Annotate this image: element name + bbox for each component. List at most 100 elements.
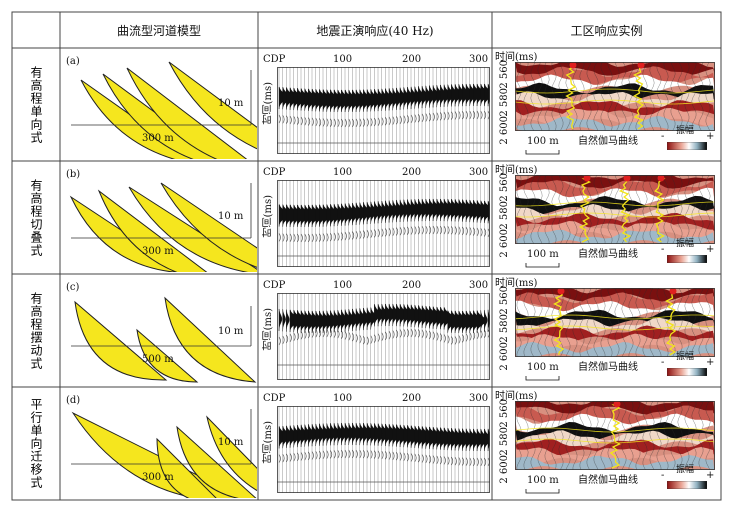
scale-bar-line (525, 489, 560, 494)
width-label: 300 m (142, 246, 174, 257)
well-marker-icon (669, 288, 677, 295)
field-seismic-section (515, 62, 715, 131)
channel-lens (126, 67, 248, 159)
amplitude-band (515, 288, 715, 302)
channel-lens (160, 182, 257, 268)
row-label-text: 有高程切叠式 (29, 178, 43, 257)
gamma-ray-curve (578, 178, 592, 243)
cdp-tick-label: 100 (333, 280, 353, 291)
gamma-curve-label: 自然伽马曲线 (578, 136, 638, 147)
trace-overlay (516, 288, 711, 357)
gamma-curve-label: 自然伽马曲线 (578, 249, 638, 260)
colorbar-minus: - (661, 244, 665, 255)
synthetic-seismic-section (277, 67, 490, 154)
amplitude-colorbar (667, 481, 707, 489)
cdp-tick-label: 100 (333, 167, 353, 178)
scale-label: 100 m (527, 249, 559, 260)
section-frame (277, 180, 490, 267)
field-frame (515, 175, 715, 244)
amplitude-band (515, 405, 715, 425)
row-label: 有高程切叠式 (12, 161, 60, 274)
panel-letter: (c) (66, 282, 80, 293)
well-marker-icon (557, 288, 565, 295)
amplitude-band (515, 341, 715, 357)
channel-lens (74, 300, 168, 381)
field-frame (515, 401, 715, 470)
scale-bar (525, 150, 560, 155)
cdp-label: CDP (263, 280, 286, 291)
secondary-lobes (278, 328, 490, 346)
depth-tick-label: 2 600 (499, 455, 510, 484)
field-seismic-section (515, 175, 715, 244)
trace-lines (278, 67, 489, 154)
row-label: 平行单向迁移式 (12, 387, 60, 500)
well-marker-icon (613, 401, 621, 408)
gamma-ray-curve (654, 178, 666, 243)
well-marker-icon (569, 62, 577, 69)
channel-lens (97, 189, 208, 272)
field-time-label: 时间(ms) (495, 52, 538, 63)
depth-tick-label: 2 600 (499, 342, 510, 371)
depth-tick-label: 2 580 (499, 314, 510, 343)
cdp-tick-label: 200 (402, 280, 422, 291)
row-label-text: 有高程单向式 (29, 65, 43, 144)
colorbar-gradient (667, 142, 707, 150)
depth-tick-label: 2 560 (499, 399, 510, 428)
colorbar-plus: + (706, 357, 715, 368)
row-label: 有高程单向式 (12, 48, 60, 161)
synthetic-seismic-section (277, 293, 490, 380)
channel-horizon (515, 314, 715, 320)
colorbar-gradient (667, 481, 707, 489)
scale-bar (525, 376, 560, 381)
trace-lines (278, 406, 489, 493)
amplitude-band (515, 116, 715, 131)
amplitude-band (515, 66, 715, 86)
amplitude-band (515, 62, 715, 76)
cdp-tick-label: 200 (402, 54, 422, 65)
time-axis-label: 时间(ms) (263, 308, 274, 351)
channel-horizon (515, 88, 715, 94)
colorbar-minus: - (661, 470, 665, 481)
field-seismic-section (515, 288, 715, 357)
well-marker-icon (637, 62, 645, 69)
amplitude-band (515, 333, 715, 353)
secondary-lobes (278, 110, 490, 128)
cdp-tick-label: 300 (469, 54, 489, 65)
panel-letter: (a) (66, 56, 80, 67)
channel-lens (136, 328, 199, 383)
channel-horizon (515, 325, 715, 331)
depth-tick-label: 2 560 (499, 173, 510, 202)
gamma-ray-curve (665, 291, 677, 356)
scale-bar (525, 489, 560, 494)
reflection-band (278, 303, 490, 334)
thickness-label: 10 m (218, 98, 244, 109)
row-label-text: 平行单向迁移式 (29, 398, 43, 489)
field-seismic-section (515, 401, 715, 470)
reflection-band (278, 83, 490, 113)
channel-lens (168, 61, 257, 150)
width-label: 300 m (142, 472, 174, 483)
cdp-tick-label: 300 (469, 393, 489, 404)
colorbar-gradient (667, 368, 707, 376)
amplitude-label: 振幅 (676, 352, 695, 362)
amplitude-colorbar (667, 368, 707, 376)
trace-lines (278, 180, 489, 267)
scale-label: 100 m (527, 136, 559, 147)
gamma-curve-label: 自然伽马曲线 (578, 475, 638, 486)
time-axis-label: 时间(ms) (263, 195, 274, 238)
depth-tick-label: 2 560 (499, 286, 510, 315)
scale-label: 100 m (527, 362, 559, 373)
panel-letter: (d) (66, 395, 81, 406)
header-model: 曲流型河道模型 (116, 23, 201, 38)
amplitude-label: 振幅 (676, 239, 695, 249)
depth-tick-label: 2 580 (499, 427, 510, 456)
time-axis-label: 时间(ms) (263, 421, 274, 464)
field-time-label: 时间(ms) (495, 391, 538, 402)
time-axis-label: 时间(ms) (263, 82, 274, 125)
section-frame (277, 67, 490, 154)
cdp-tick-label: 200 (402, 167, 422, 178)
amplitude-colorbar (667, 142, 707, 150)
thickness-label: 10 m (218, 211, 244, 222)
row-label: 有高程摆动式 (12, 274, 60, 387)
depth-tick-label: 2 600 (499, 229, 510, 258)
